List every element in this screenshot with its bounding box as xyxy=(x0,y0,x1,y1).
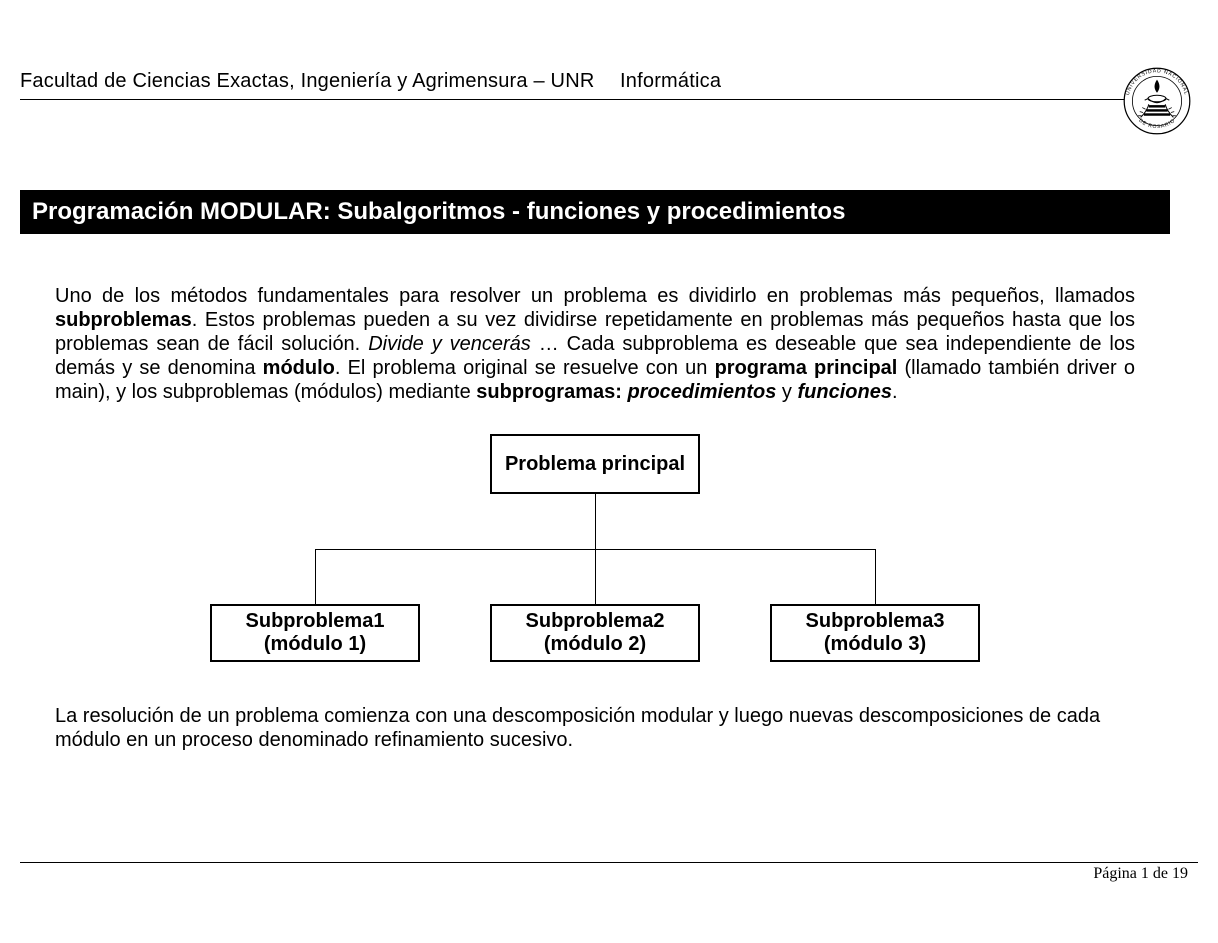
diagram-node-m3-line1: Subproblema3 xyxy=(806,610,945,633)
diagram-node-m2-line1: Subproblema2 xyxy=(526,610,665,633)
diagram-node-m2-line2: (módulo 2) xyxy=(544,633,646,656)
p1-s4: . El problema original se resuelve con u… xyxy=(335,357,715,379)
diagram-node-m1: Subproblema1(módulo 1) xyxy=(210,604,420,662)
university-logo: UNIVERSIDAD NACIONAL DE ROSARIO xyxy=(1116,60,1198,147)
header-course: Informática xyxy=(620,70,721,92)
diagram-node-m3: Subproblema3(módulo 3) xyxy=(770,604,980,662)
connector-m2-down xyxy=(595,549,596,604)
p1-i1: Divide y vencerás xyxy=(368,333,531,355)
p1-s1: Uno de los métodos fundamentales para re… xyxy=(55,285,1135,307)
p1-b3: programa principal xyxy=(715,357,898,379)
p1-bi2: funciones xyxy=(798,381,892,403)
closing-paragraph: La resolución de un problema comienza co… xyxy=(55,704,1135,752)
p1-b2: módulo xyxy=(263,357,335,379)
module-tree-diagram: Problema principal Subproblema1(módulo 1)… xyxy=(155,434,1035,674)
intro-paragraph: Uno de los métodos fundamentales para re… xyxy=(55,284,1135,404)
connector-m1-down xyxy=(315,549,316,604)
p1-b1: subproblemas xyxy=(55,309,192,331)
diagram-node-m3-line2: (módulo 3) xyxy=(824,633,926,656)
header-text-line: Facultad de Ciencias Exactas, Ingeniería… xyxy=(20,70,1178,100)
page-number: Página 1 de 19 xyxy=(20,863,1198,883)
university-logo-icon: UNIVERSIDAD NACIONAL DE ROSARIO xyxy=(1116,60,1198,142)
page-header: Facultad de Ciencias Exactas, Ingeniería… xyxy=(20,70,1198,150)
header-institution: Facultad de Ciencias Exactas, Ingeniería… xyxy=(20,70,595,92)
p1-s7: . xyxy=(892,381,898,403)
connector-m3-down xyxy=(875,549,876,604)
section-title-bar: Programación MODULAR: Subalgoritmos - fu… xyxy=(20,190,1170,234)
diagram-node-root-line1: Problema principal xyxy=(505,453,685,476)
diagram-node-m1-line1: Subproblema1 xyxy=(246,610,385,633)
p1-b4: subprogramas: xyxy=(476,381,627,403)
diagram-node-root: Problema principal xyxy=(490,434,700,494)
connector-root-down xyxy=(595,494,596,549)
p1-bi1: procedimientos xyxy=(627,381,776,403)
body-content: Uno de los métodos fundamentales para re… xyxy=(20,234,1170,752)
diagram-node-m1-line2: (módulo 1) xyxy=(264,633,366,656)
diagram-node-m2: Subproblema2(módulo 2) xyxy=(490,604,700,662)
page-root: Facultad de Ciencias Exactas, Ingeniería… xyxy=(0,0,1218,883)
p1-s6: y xyxy=(776,381,797,403)
